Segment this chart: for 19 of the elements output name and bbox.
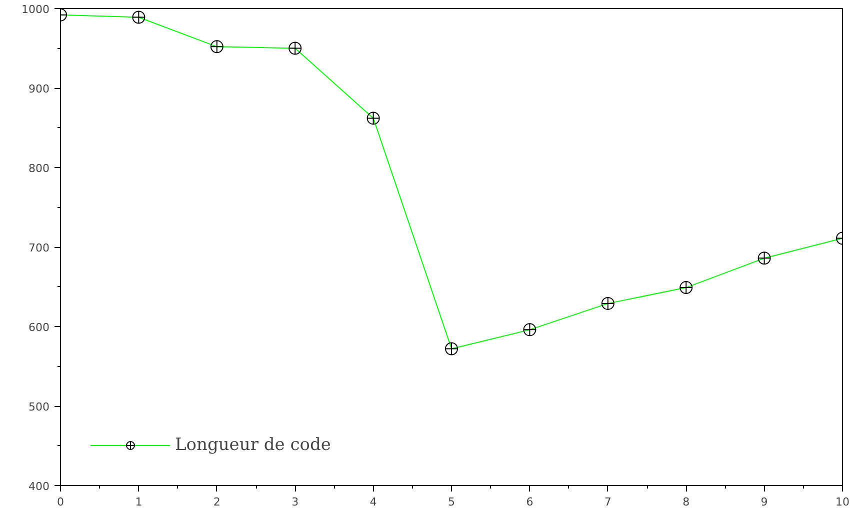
x-tick-label: 0	[57, 496, 64, 508]
y-tick-label: 600	[28, 321, 50, 334]
x-tick-label: 9	[760, 496, 768, 508]
x-tick-label: 2	[213, 496, 220, 508]
x-tick-label: 7	[604, 496, 612, 508]
legend-label: Longueur de code	[175, 435, 331, 455]
x-tick-label: 4	[370, 496, 377, 508]
x-tick-label: 8	[682, 496, 690, 508]
x-tick-label: 10	[836, 496, 850, 508]
x-tick-label: 3	[292, 496, 299, 508]
y-tick-label: 1000	[22, 3, 50, 16]
y-tick-label: 900	[28, 82, 50, 96]
x-tick-label: 6	[526, 496, 534, 508]
y-tick-label: 500	[28, 400, 50, 414]
y-tick-label: 700	[28, 242, 50, 254]
y-tick-label: 800	[28, 162, 50, 175]
x-tick-label: 1	[135, 496, 142, 508]
x-tick-label: 5	[448, 496, 455, 508]
y-tick-label: 400	[28, 480, 50, 493]
